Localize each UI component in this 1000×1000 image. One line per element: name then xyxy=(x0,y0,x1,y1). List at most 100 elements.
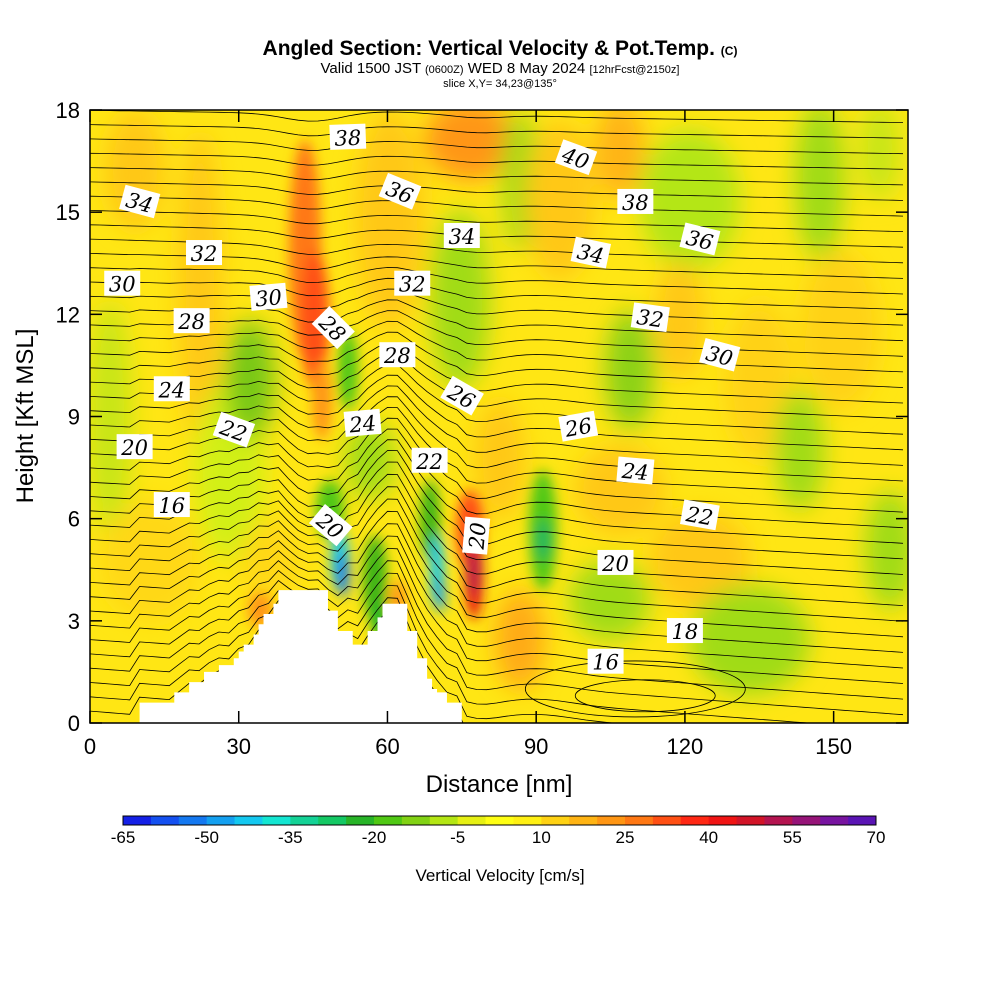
x-tick-label: 0 xyxy=(84,734,96,759)
isentrope-label-bg xyxy=(249,282,288,311)
isentrope-line xyxy=(90,253,904,279)
isentrope-label-bg xyxy=(554,139,598,176)
isentrope-label: 34 xyxy=(119,184,161,219)
slice-info: slice X,Y= 34,23@135° xyxy=(443,78,557,90)
colorbar-swatch xyxy=(792,816,821,825)
isentrope-label-bg xyxy=(666,618,703,644)
isentrope-label-bg xyxy=(616,456,655,485)
title-text: Angled Section: Vertical Velocity & Pot.… xyxy=(262,37,715,60)
isentrope-loop xyxy=(524,660,746,718)
isentrope-label: 36 xyxy=(679,222,721,256)
isentrope-line xyxy=(90,560,904,700)
isentrope-label: 22 xyxy=(411,447,448,474)
colorbar-tick-label: -5 xyxy=(450,828,465,847)
colorbar-swatch xyxy=(597,816,626,825)
isentrope-label-bg xyxy=(153,492,190,518)
x-axis-label: Distance [nm] xyxy=(426,771,573,798)
isentrope-label-text: 20 xyxy=(120,436,148,460)
isentrope-label-text: 38 xyxy=(334,126,362,151)
isentrope-label: 28 xyxy=(173,308,210,334)
isentrope-label-text: 28 xyxy=(383,344,411,368)
isentrope-label-text: 34 xyxy=(575,239,606,268)
isentrope-line xyxy=(90,152,904,170)
x-tick-label: 120 xyxy=(667,734,704,759)
isentrope-line xyxy=(90,428,904,529)
colorbar-tick-label: -20 xyxy=(362,828,387,847)
colorbar-tick-label: 55 xyxy=(783,828,802,847)
title-unit: (C) xyxy=(720,44,738,58)
isentrope-line xyxy=(90,342,904,404)
isentrope-line xyxy=(90,110,904,123)
isentrope-label-bg xyxy=(462,516,491,555)
isentrope-label-bg xyxy=(173,308,210,334)
x-tick-label: 60 xyxy=(375,734,399,759)
colorbar-frame xyxy=(122,815,877,826)
isentrope-line xyxy=(90,572,904,716)
isentrope-line xyxy=(90,288,904,326)
isentrope-label: 24 xyxy=(343,408,382,438)
valid-date: WED 8 May 2024 xyxy=(467,60,586,77)
colorbar-swatch xyxy=(150,816,180,825)
isentrope-label-text: 34 xyxy=(448,225,475,249)
x-tick-label: 30 xyxy=(226,734,250,759)
isentrope-line xyxy=(90,167,904,186)
isentrope-label: 32 xyxy=(186,240,223,266)
colorbar-swatch xyxy=(374,816,403,825)
isentrope-line xyxy=(90,138,904,155)
isentrope-label: 38 xyxy=(329,123,367,151)
colorbar-swatch xyxy=(234,816,263,825)
isentrope-label-bg xyxy=(119,184,161,219)
isentrope-line xyxy=(90,461,904,575)
y-tick-label: 9 xyxy=(68,405,80,430)
colorbar-swatch xyxy=(625,816,654,825)
isentrope-line xyxy=(90,277,904,310)
isentrope-line xyxy=(90,609,464,723)
x-tick-label: 90 xyxy=(524,734,548,759)
isentrope-label-bg xyxy=(212,411,256,448)
isentrope-label-text: 16 xyxy=(158,494,185,518)
y-tick-labels: 0 3 6 9 12 15 18 xyxy=(56,98,80,736)
isentrope-line xyxy=(90,510,904,638)
isentrope-label: 38 xyxy=(617,188,654,215)
isentrope-label: 30 xyxy=(249,282,288,311)
isentrope-label-text: 30 xyxy=(109,273,136,297)
isentrope-line xyxy=(90,486,904,606)
colorbar-tick-label: -50 xyxy=(194,828,219,847)
y-tick-label: 0 xyxy=(68,711,80,736)
isentrope-line xyxy=(90,224,904,248)
isentrope-line xyxy=(90,310,904,357)
colorbar-swatch xyxy=(764,816,793,825)
isentrope-line xyxy=(90,498,904,622)
isentrope-line xyxy=(90,96,903,107)
y-axis-label: Height [Kft MSL] xyxy=(12,329,39,504)
x-tick-label: 150 xyxy=(815,734,852,759)
isentrope-label-bg xyxy=(411,447,448,473)
isentrope-label-bg xyxy=(308,503,353,547)
isentrope-label-text: 20 xyxy=(464,521,490,551)
isentrope-line xyxy=(90,374,904,451)
chart-subtitle: Valid 1500 JST (0600Z) WED 8 May 2024 [1… xyxy=(0,60,1000,77)
colorbar-tick-label: -65 xyxy=(111,828,136,847)
isentrope-label: 32 xyxy=(630,302,670,332)
isentrope-label: 34 xyxy=(443,223,480,249)
isentrope-label-text: 18 xyxy=(672,620,699,644)
isentrope-line xyxy=(90,584,813,723)
isentrope-line xyxy=(90,597,617,723)
colorbar xyxy=(122,815,877,826)
isentrope-label-text: 26 xyxy=(562,414,593,442)
isentrope-label-text: 24 xyxy=(620,459,650,485)
colorbar-tick-label: -35 xyxy=(278,828,303,847)
isentrope-label-bg xyxy=(153,376,190,402)
isentrope-label-text: 24 xyxy=(157,378,185,402)
y-tick-label: 3 xyxy=(68,609,80,634)
isentrope-label-bg xyxy=(617,188,654,214)
chart-title: Angled Section: Vertical Velocity & Pot.… xyxy=(0,37,1000,61)
isentrope-line xyxy=(90,547,904,684)
isentrope-label-text: 30 xyxy=(254,285,283,311)
isentrope-line xyxy=(90,473,904,591)
isentrope-label: 20 xyxy=(462,516,491,555)
isentrope-label-bg xyxy=(699,337,741,372)
isentrope-label: 20 xyxy=(116,434,153,460)
colorbar-tick-label: 25 xyxy=(616,828,635,847)
